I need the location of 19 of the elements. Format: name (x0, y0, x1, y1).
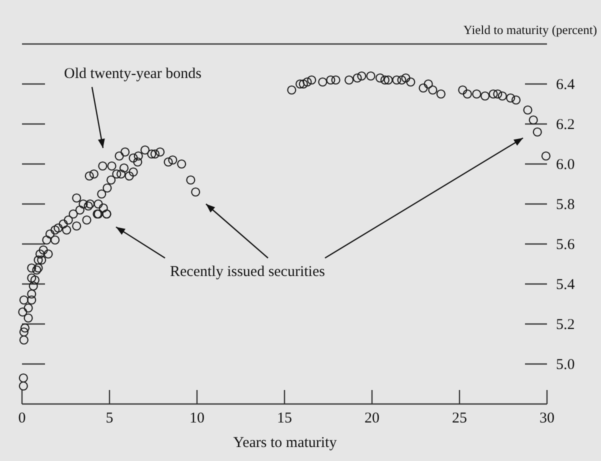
x-tick-label: 10 (190, 410, 204, 427)
x-tick-label: 20 (364, 410, 380, 427)
x-tick-label: 5 (106, 410, 114, 427)
y-tick-label: 5.8 (556, 196, 575, 213)
x-tick-label: 15 (277, 410, 292, 427)
x-tick-label: 30 (540, 410, 554, 427)
x-tick-label: 25 (452, 410, 467, 427)
x-tick-label: 0 (18, 410, 26, 427)
annotation: Old twenty-year bonds (64, 66, 202, 82)
y-tick-label: 5.2 (556, 316, 575, 333)
y-axis-title: Yield to maturity (percent) (463, 23, 597, 37)
annotation: Recently issued securities (170, 264, 326, 280)
y-tick-label: 6.0 (556, 156, 575, 173)
y-tick-label: 5.4 (556, 276, 576, 293)
y-tick-label: 6.2 (556, 116, 575, 133)
y-tick-label: 6.4 (556, 76, 576, 93)
y-tick-label: 5.0 (556, 356, 575, 373)
x-axis-title: Years to maturity (233, 435, 338, 451)
y-tick-label: 5.6 (556, 236, 576, 253)
